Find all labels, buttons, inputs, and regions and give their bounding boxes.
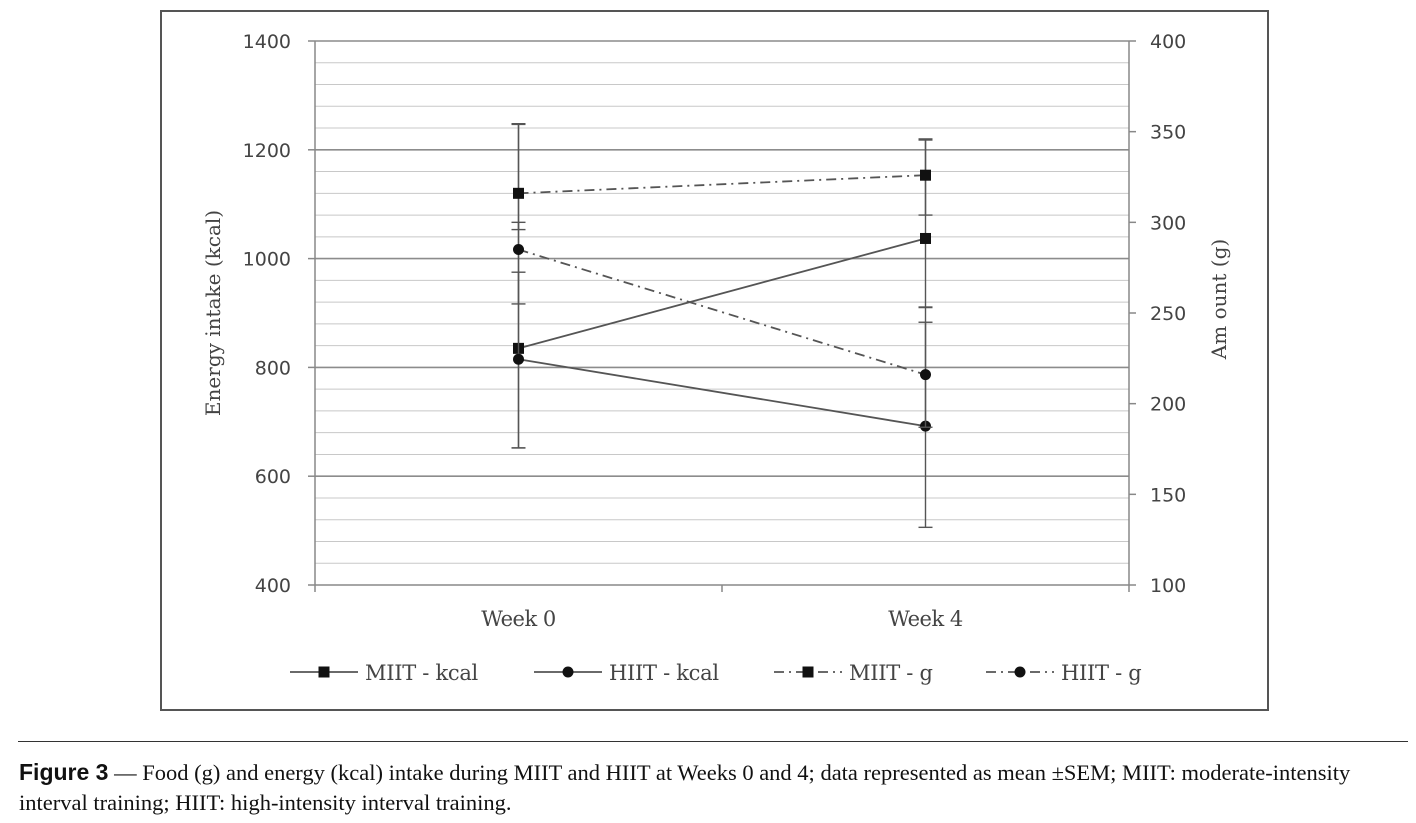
left-axis-tick-label: 1400 <box>243 31 291 53</box>
right-axis-title: Am ount (g) <box>1207 239 1231 360</box>
left-axis-tick-label: 600 <box>255 466 291 488</box>
right-axis-tick-label: 200 <box>1150 394 1186 416</box>
series-line-miit-g <box>518 174 926 195</box>
right-axis-tick-label: 300 <box>1150 212 1186 234</box>
left-axis-tick-label: 1200 <box>243 140 291 162</box>
x-category-label: Week 0 <box>481 607 556 631</box>
series-line-miit-kcal <box>518 237 926 350</box>
caption-text: — Food (g) and energy (kcal) intake duri… <box>19 760 1351 815</box>
legend-label: MIIT - g <box>849 661 933 685</box>
series-line-hiit-g <box>518 248 926 376</box>
right-axis-tick-label: 400 <box>1150 31 1186 53</box>
figure-label: Figure 3 <box>19 759 109 785</box>
data-point-hiit-g <box>513 244 524 256</box>
legend-label: MIIT - kcal <box>365 661 479 685</box>
left-axis-tick-label: 1000 <box>243 249 291 271</box>
chart-frame: 400 600 800 1000 1200 1400 100 150 200 250 300 350 4… <box>160 10 1269 711</box>
data-point-miit-g <box>513 187 524 199</box>
line-chart: 400 600 800 1000 1200 1400 100 150 200 250 300 350 4… <box>201 31 1231 685</box>
series-line-hiit-kcal <box>518 358 926 428</box>
figure-caption: Figure 3 — Food (g) and energy (kcal) in… <box>19 757 1409 818</box>
right-axis-tick-label: 350 <box>1150 122 1186 144</box>
data-point-miit-kcal <box>920 232 931 244</box>
right-axis-tick-label: 100 <box>1150 575 1186 597</box>
right-axis-tick-label: 150 <box>1150 484 1186 506</box>
data-point-miit-g <box>920 169 931 181</box>
left-axis-tick-label: 800 <box>255 357 291 379</box>
left-axis-tick-label: 400 <box>255 575 291 597</box>
left-axis-title: Energy intake (kcal) <box>201 210 225 416</box>
legend-label: HIIT - kcal <box>609 661 719 685</box>
legend-label: HIIT - g <box>1061 661 1141 685</box>
data-point-hiit-kcal <box>513 353 524 365</box>
caption-divider <box>18 741 1408 742</box>
legend-marker <box>1014 666 1026 678</box>
right-axis-tick-label: 250 <box>1150 303 1186 325</box>
legend-marker <box>802 666 814 678</box>
x-category-label: Week 4 <box>888 607 963 631</box>
legend-marker <box>318 666 330 678</box>
data-point-hiit-g <box>920 369 931 381</box>
legend-marker <box>562 666 574 678</box>
